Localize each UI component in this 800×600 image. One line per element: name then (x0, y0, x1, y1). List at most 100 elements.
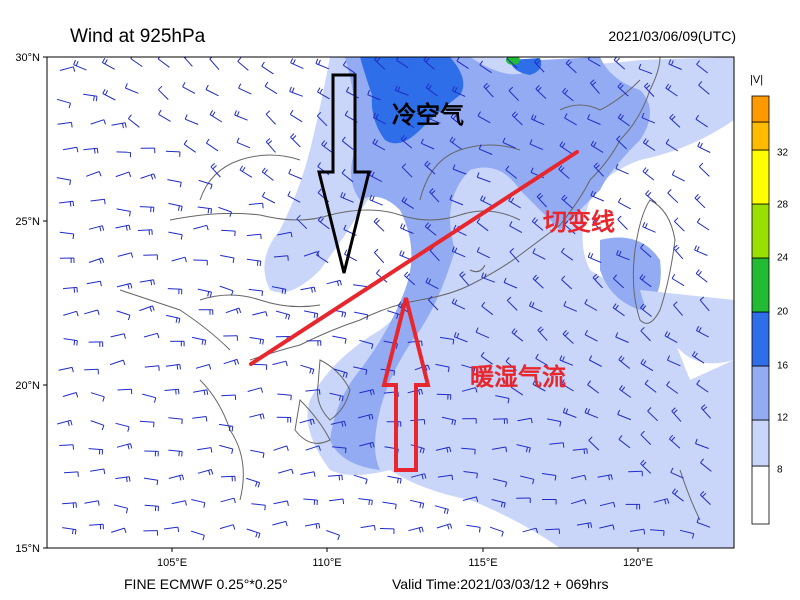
wind-barb-feather (424, 222, 429, 227)
wind-barb-feather (564, 220, 569, 226)
wind-barb-feather (72, 529, 74, 535)
wind-barb (645, 193, 657, 204)
wind-barb-feather (207, 208, 210, 214)
wind-barb (167, 288, 182, 290)
wind-barb-feather (292, 135, 297, 140)
wind-barb (545, 528, 560, 531)
wind-barb-feather (175, 317, 178, 323)
wind-barb-feather (451, 419, 454, 425)
wind-barb-feather (537, 326, 542, 331)
wind-barb-feather (130, 283, 133, 289)
wind-barb-feather (645, 84, 651, 89)
wind-barb-feather (128, 476, 131, 482)
wind-barb (372, 142, 386, 151)
wind-barb-feather (68, 103, 71, 109)
wind-barb-feather (371, 500, 373, 506)
wind-barb-feather (561, 194, 566, 200)
wind-barb (353, 366, 368, 371)
wind-barb-feather (257, 482, 261, 488)
wind-barb-feather (640, 243, 645, 249)
wind-barb-feather (95, 96, 98, 102)
wind-barb-feather (665, 138, 670, 144)
wind-barb-feather (128, 114, 132, 119)
wind-barb (116, 282, 131, 288)
wind-barb-feather (696, 379, 701, 385)
wind-barb (115, 171, 130, 178)
wind-barb-feather (99, 281, 102, 287)
wind-barb-feather (567, 61, 572, 66)
wind-barb (166, 314, 181, 319)
wind-barb-feather (313, 287, 316, 293)
wind-barb (549, 442, 564, 445)
wind-barb-feather (124, 527, 127, 534)
wind-barb (643, 142, 656, 151)
lon-label: 115°E (468, 557, 497, 569)
wind-barb (333, 368, 348, 374)
wind-barb-feather (694, 245, 697, 251)
wind-barb-feather (538, 195, 544, 200)
wind-barb-feather (344, 338, 347, 344)
wind-barb (424, 164, 436, 175)
wind-barb-feather (128, 171, 132, 177)
wind-barb-feather (316, 250, 320, 256)
wind-barb-feather (454, 87, 458, 93)
wind-barb (401, 166, 413, 178)
wind-barb-feather (595, 164, 600, 169)
wind-barb-feather (315, 58, 319, 64)
wind-barb-feather (588, 355, 593, 361)
wind-barb-feather (153, 279, 155, 285)
wind-barb (139, 420, 155, 423)
wind-barb (84, 309, 98, 315)
wind-barb-feather (176, 364, 179, 370)
wind-barb-feather (236, 359, 240, 365)
wind-barb-feather (418, 389, 421, 396)
wind-barb-feather (372, 442, 375, 448)
wind-barb-feather (647, 191, 652, 197)
wind-barb-feather (670, 60, 674, 66)
wind-barb (541, 473, 556, 476)
wind-barb (58, 366, 73, 371)
wind-barb (697, 221, 710, 231)
speed-band-light (264, 57, 734, 548)
wind-barb (506, 300, 518, 311)
wind-barb-feather (260, 234, 262, 240)
wind-barb-feather (320, 217, 324, 223)
wind-barb (671, 278, 685, 287)
wind-barb-feather (323, 142, 328, 147)
wind-barb-feather (562, 87, 566, 93)
wind-barb-feather (236, 111, 240, 117)
wind-barb-feather (285, 313, 288, 320)
wind-barb (86, 171, 100, 177)
wind-barb-feather (292, 59, 296, 65)
wind-barb-feather (396, 313, 399, 319)
lon-label: 120°E (623, 557, 653, 569)
wind-barb-feather (619, 385, 623, 390)
wind-barb-feather (210, 447, 213, 453)
wind-barb-feather (67, 420, 70, 427)
wind-barb-feather (449, 523, 453, 529)
colorbar-label: 16 (777, 360, 789, 372)
wind-barb (277, 393, 292, 396)
wind-barb-feather (286, 500, 289, 506)
wind-barb (332, 335, 347, 340)
wind-barb-feather (262, 413, 265, 419)
wind-barb-feather (698, 270, 702, 276)
wind-barb (401, 119, 415, 129)
wind-barb (139, 279, 154, 283)
wind-barb-feather (179, 475, 182, 481)
wind-barb-feather (558, 165, 563, 170)
wind-barb-feather (642, 461, 647, 466)
wind-barb-feather (697, 141, 701, 147)
wind-barb (289, 91, 303, 97)
wind-barb-feather (449, 446, 452, 453)
wind-barb (303, 310, 318, 315)
wind-barb-feather (644, 169, 649, 174)
wind-barb-feather (265, 138, 271, 143)
wind-barb-feather (205, 416, 208, 422)
wind-barb-feather (365, 479, 368, 485)
wind-barb (326, 530, 340, 536)
wind-barb-feather (531, 217, 536, 222)
wind-barb-feather (340, 192, 344, 198)
wind-barb-feather (241, 166, 246, 172)
wind-barb-feather (698, 81, 703, 86)
